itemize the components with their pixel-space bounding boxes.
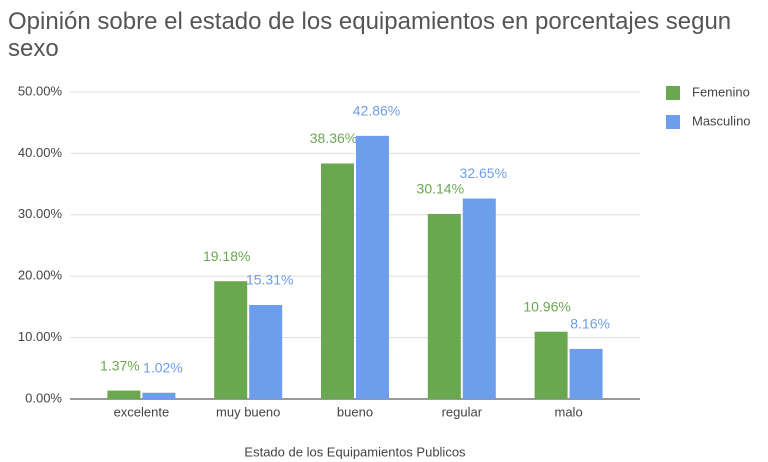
bar bbox=[142, 392, 176, 399]
data-label: 32.65% bbox=[460, 165, 507, 181]
chart-title: Opinión sobre el estado de los equipamie… bbox=[8, 8, 732, 62]
x-axis-label: Estado de los Equipamientos Publicos bbox=[244, 444, 466, 459]
data-label: 15.31% bbox=[246, 272, 293, 288]
legend-label: Femenino bbox=[692, 84, 750, 99]
bar bbox=[214, 281, 248, 399]
x-tick-label: excelente bbox=[114, 404, 170, 419]
bar bbox=[462, 198, 496, 399]
data-label: 10.96% bbox=[523, 298, 570, 314]
bar bbox=[427, 213, 461, 399]
y-tick-label: 30.00% bbox=[18, 206, 63, 221]
x-tick-label: regular bbox=[442, 404, 483, 419]
y-tick-label: 0.00% bbox=[25, 390, 62, 405]
x-tick-label: malo bbox=[555, 404, 583, 419]
data-label: 1.37% bbox=[100, 357, 140, 373]
bar bbox=[356, 135, 389, 399]
legend-label: Masculino bbox=[692, 113, 751, 128]
bar bbox=[321, 163, 354, 399]
y-tick-label: 40.00% bbox=[18, 145, 63, 160]
bar bbox=[107, 390, 141, 399]
bar bbox=[534, 331, 568, 399]
legend-swatch bbox=[666, 86, 680, 100]
data-label: 1.02% bbox=[143, 359, 183, 375]
y-tick-label: 20.00% bbox=[18, 268, 63, 283]
bar bbox=[569, 348, 603, 399]
data-label: 19.18% bbox=[203, 248, 250, 264]
data-label: 42.86% bbox=[353, 103, 400, 119]
legend-swatch bbox=[666, 115, 680, 129]
data-label: 30.14% bbox=[417, 181, 464, 197]
x-tick-label: bueno bbox=[337, 404, 373, 419]
y-tick-label: 10.00% bbox=[18, 329, 63, 344]
x-tick-label: muy bueno bbox=[216, 404, 280, 419]
bar bbox=[249, 304, 283, 399]
data-label: 38.36% bbox=[310, 130, 357, 146]
y-tick-label: 50.00% bbox=[18, 83, 63, 98]
data-label: 8.16% bbox=[570, 316, 610, 332]
